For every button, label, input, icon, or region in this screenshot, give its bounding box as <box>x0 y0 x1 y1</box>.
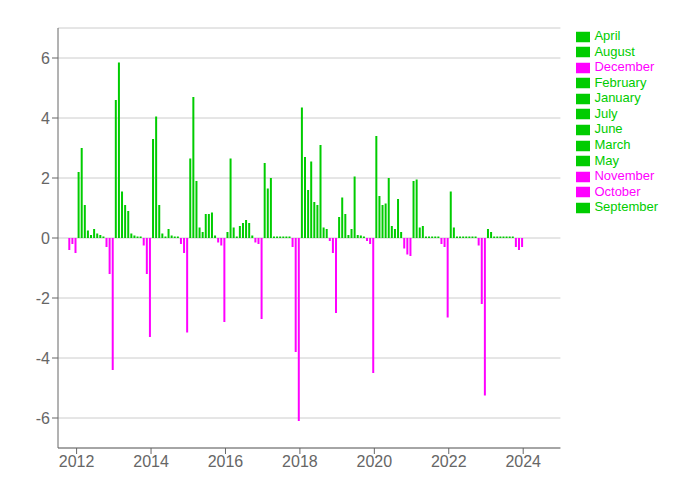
svg-text:2020: 2020 <box>357 453 393 470</box>
html-text:April: April <box>594 28 621 43</box>
html-text:November: November <box>594 168 655 184</box>
html-text:July: July <box>594 105 618 121</box>
svg-text:2: 2 <box>41 170 50 187</box>
html-text:January: January <box>594 90 641 106</box>
svg-text:-2: -2 <box>36 290 50 307</box>
svg-text:2022: 2022 <box>431 453 467 470</box>
svg-text:2024: 2024 <box>505 453 541 470</box>
svg-text:2018: 2018 <box>282 453 318 470</box>
svg-text:4: 4 <box>41 110 50 127</box>
html-text:September: September <box>594 199 658 215</box>
html-text:October: October <box>594 183 641 199</box>
svg-text:2016: 2016 <box>208 453 244 470</box>
svg-text:6: 6 <box>41 50 50 67</box>
html-text:May: May <box>594 152 619 168</box>
svg-text:-4: -4 <box>36 350 50 367</box>
html-text:March: March <box>594 136 631 152</box>
html-text:December: December <box>594 59 655 75</box>
svg-text:-6: -6 <box>36 410 50 427</box>
svg-text:0: 0 <box>41 230 50 247</box>
svg-text:2012: 2012 <box>59 453 95 470</box>
html-text:June: June <box>594 121 623 137</box>
html-text:August: August <box>594 43 635 59</box>
html-text:February: February <box>594 74 647 90</box>
svg-text:2014: 2014 <box>133 453 169 470</box>
